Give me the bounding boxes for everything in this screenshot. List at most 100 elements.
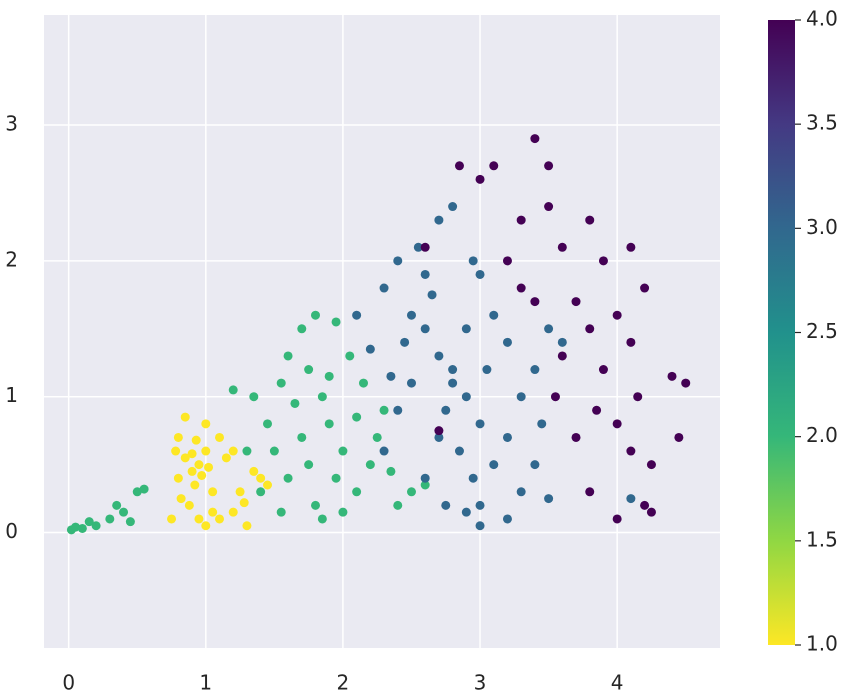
- point: [239, 498, 249, 508]
- point: [626, 494, 636, 504]
- x-tick-label: 1: [199, 671, 212, 695]
- point: [228, 385, 238, 395]
- point: [194, 514, 204, 524]
- point: [400, 337, 410, 347]
- point: [256, 487, 266, 497]
- point: [585, 487, 595, 497]
- point: [139, 484, 149, 494]
- point: [640, 500, 650, 510]
- point: [352, 310, 362, 320]
- point: [516, 392, 526, 402]
- point: [626, 446, 636, 456]
- point: [393, 256, 403, 266]
- point: [413, 242, 423, 252]
- point: [194, 460, 204, 470]
- point: [516, 283, 526, 293]
- point: [420, 269, 430, 279]
- point: [263, 419, 273, 429]
- point: [585, 324, 595, 334]
- point: [304, 460, 314, 470]
- point: [235, 487, 245, 497]
- point: [263, 480, 273, 490]
- point: [167, 514, 177, 524]
- point: [352, 487, 362, 497]
- point: [173, 473, 183, 483]
- point: [598, 256, 608, 266]
- point: [482, 365, 492, 375]
- point: [171, 446, 181, 456]
- point: [612, 310, 622, 320]
- point: [180, 453, 190, 463]
- point: [269, 446, 279, 456]
- point: [187, 466, 197, 476]
- point: [176, 494, 186, 504]
- point: [454, 161, 464, 171]
- point: [276, 507, 286, 517]
- point: [461, 507, 471, 517]
- point: [119, 507, 129, 517]
- x-tick-label: 3: [474, 671, 487, 695]
- point: [283, 351, 293, 361]
- point: [338, 446, 348, 456]
- point: [420, 242, 430, 252]
- point: [571, 297, 581, 307]
- point: [633, 392, 643, 402]
- point: [297, 324, 307, 334]
- point: [646, 507, 656, 517]
- point: [427, 290, 437, 300]
- point: [420, 324, 430, 334]
- point: [84, 517, 94, 527]
- point: [448, 378, 458, 388]
- point: [208, 487, 218, 497]
- point: [242, 446, 252, 456]
- point: [379, 283, 389, 293]
- point: [180, 412, 190, 422]
- point: [393, 405, 403, 415]
- point: [475, 269, 485, 279]
- point: [612, 419, 622, 429]
- y-tick-label: 2: [5, 247, 18, 271]
- x-tick-label: 4: [611, 671, 624, 695]
- point: [530, 365, 540, 375]
- point: [242, 521, 252, 531]
- point: [626, 242, 636, 252]
- point: [681, 378, 691, 388]
- point: [530, 297, 540, 307]
- point: [197, 470, 207, 480]
- point: [338, 507, 348, 517]
- point: [448, 202, 458, 212]
- point: [544, 161, 554, 171]
- point: [475, 419, 485, 429]
- point: [187, 449, 197, 459]
- point: [585, 215, 595, 225]
- point: [191, 435, 201, 445]
- point: [461, 392, 471, 402]
- point: [317, 392, 327, 402]
- point: [667, 371, 677, 381]
- point: [256, 473, 266, 483]
- point: [598, 365, 608, 375]
- point: [310, 310, 320, 320]
- point: [544, 202, 554, 212]
- point: [489, 310, 499, 320]
- point: [557, 242, 567, 252]
- point: [386, 371, 396, 381]
- point: [77, 523, 87, 533]
- point: [502, 337, 512, 347]
- point: [475, 500, 485, 510]
- point: [201, 419, 211, 429]
- point: [434, 215, 444, 225]
- point: [406, 378, 416, 388]
- point: [345, 351, 355, 361]
- point: [310, 500, 320, 510]
- point: [249, 466, 259, 476]
- point: [125, 517, 135, 527]
- point: [441, 405, 451, 415]
- colorbar-tick-label: 1.0: [806, 632, 838, 656]
- point: [448, 365, 458, 375]
- colorbar-tick-label: 2.0: [806, 423, 838, 447]
- point: [461, 324, 471, 334]
- x-tick-label: 2: [337, 671, 350, 695]
- point: [190, 480, 200, 490]
- point: [215, 514, 225, 524]
